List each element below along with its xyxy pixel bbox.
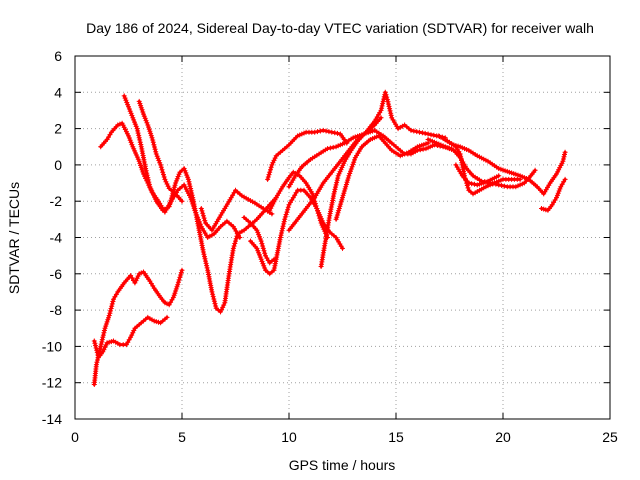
series-markers [136, 98, 185, 204]
y-tick-label: -6 [50, 266, 63, 282]
series-arc-q [442, 137, 568, 197]
chart-title: Day 186 of 2024, Sidereal Day-to-day VTE… [86, 20, 594, 36]
series-markers [539, 176, 568, 213]
series-arc-n [333, 133, 431, 222]
x-tick-label: 5 [178, 429, 186, 445]
y-tick-label: 2 [54, 121, 62, 137]
series-markers [267, 169, 330, 240]
series-arc-b [91, 314, 170, 360]
series-markers [318, 89, 448, 269]
y-tick-label: -8 [50, 302, 63, 318]
x-tick-label: 25 [602, 429, 618, 445]
series-arc-r [453, 162, 502, 188]
series-arc-g [241, 215, 277, 266]
grid [75, 56, 610, 419]
y-tick-label: -12 [42, 375, 62, 391]
series-markers [91, 267, 185, 387]
series-line [319, 90, 447, 268]
series-arc-j [265, 127, 350, 182]
x-tick-label: 10 [281, 429, 297, 445]
x-axis-label: GPS time / hours [289, 457, 396, 473]
y-tick-label: 0 [54, 157, 62, 173]
series-markers [91, 314, 170, 360]
series-markers [333, 133, 431, 222]
series-markers [241, 215, 277, 266]
series-markers [248, 187, 345, 277]
y-tick-label: -10 [42, 338, 62, 354]
series-line [268, 170, 329, 239]
y-axis-label: SDTVAR / TECUs [6, 182, 22, 294]
series-line [266, 128, 349, 181]
y-tick-label: 4 [54, 84, 62, 100]
data-series [91, 89, 568, 387]
series-markers [121, 93, 279, 315]
series-arc-d [121, 93, 279, 315]
y-tick-label: -4 [50, 230, 63, 246]
series-arc-f [198, 187, 275, 233]
x-tick-label: 15 [388, 429, 404, 445]
series-markers [198, 187, 275, 233]
series-arc-e [136, 98, 185, 204]
series-arc-s [539, 176, 568, 213]
x-tick-label: 0 [71, 429, 79, 445]
series-arc-a [91, 267, 185, 387]
series-markers [265, 127, 350, 182]
series-markers [442, 137, 568, 197]
series-arc-i [267, 169, 330, 240]
axis-ticks: 0 5 10 15 20 25 -14 -12 -10 -8 -6 -4 -2 0 2 4 6 [42, 48, 618, 445]
y-tick-label: 6 [54, 48, 62, 64]
x-tick-label: 20 [495, 429, 511, 445]
series-arc-h [248, 187, 345, 277]
y-tick-label: -14 [42, 411, 62, 427]
series-markers [98, 120, 243, 240]
y-tick-label: -2 [50, 193, 63, 209]
series-arc-c [98, 120, 243, 240]
series-markers [453, 162, 502, 188]
series-line [199, 188, 274, 232]
series-arc-m [318, 89, 448, 269]
